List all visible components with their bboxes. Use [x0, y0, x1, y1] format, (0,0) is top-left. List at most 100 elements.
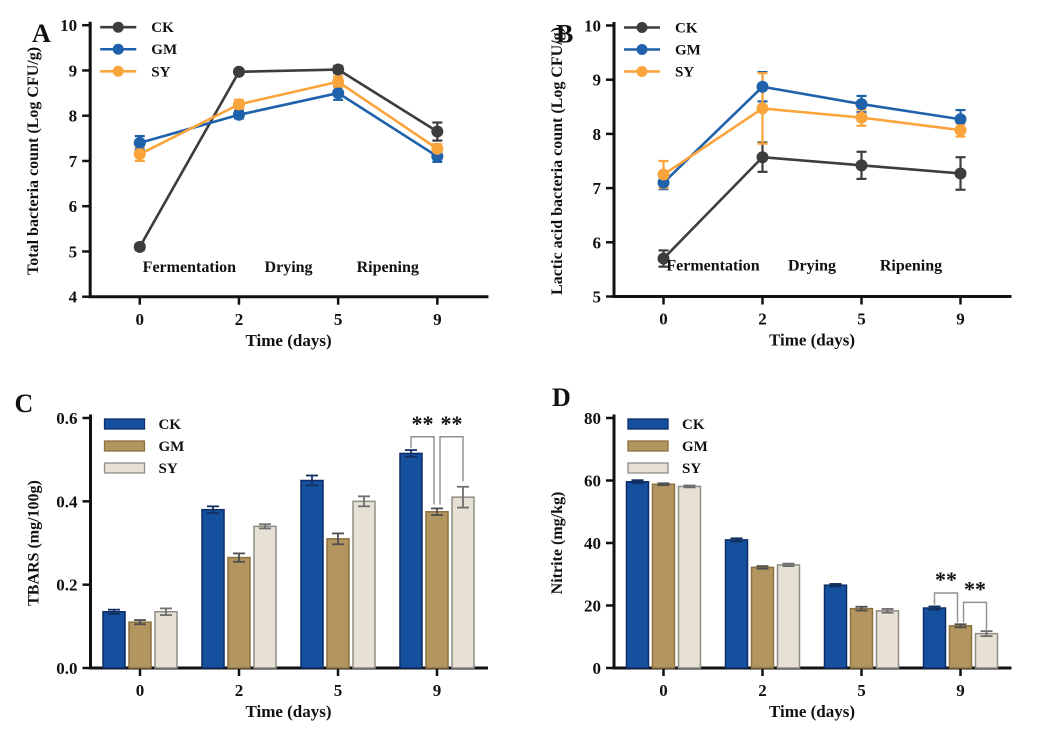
- legend-label: CK: [682, 417, 705, 433]
- bar: [128, 621, 152, 669]
- panel-letter: B: [556, 20, 573, 49]
- legend-swatch: [103, 440, 146, 452]
- bar: [849, 607, 874, 669]
- y-axis-ticks: 0 20 40 60 80: [584, 409, 614, 678]
- phase-annotation: Drying: [265, 259, 313, 276]
- chart-svg: D 0 20 40 60 80 0 2 5 9 Time (days) Nitrite (mg/kg)…: [549, 383, 1012, 721]
- legend-label: GM: [682, 439, 708, 455]
- bar: [948, 625, 973, 669]
- error-bars: [108, 449, 469, 626]
- x-axis-title: Time (days): [769, 331, 855, 350]
- axes: [88, 21, 489, 299]
- y-tick-label: 8: [69, 107, 78, 126]
- bar: [326, 538, 350, 669]
- x-tick-label: 9: [433, 310, 442, 329]
- y-axis-title: Total bacteria count (Log CFU/g): [25, 47, 42, 275]
- bar: [102, 611, 126, 669]
- series-line-sy: [662, 107, 961, 176]
- x-tick-label: 9: [956, 310, 965, 329]
- data-point: [954, 124, 967, 137]
- y-tick-label: 20: [584, 597, 601, 616]
- data-point: [855, 98, 868, 111]
- y-tick-label: 0.2: [56, 576, 77, 595]
- data-point: [133, 240, 146, 253]
- y-tick-label: 0.6: [56, 409, 77, 428]
- significance-bracket: [439, 436, 464, 505]
- legend-swatch: [627, 462, 669, 474]
- y-tick-label: 0.0: [56, 659, 77, 678]
- legend-label: GM: [675, 43, 701, 59]
- bar: [651, 483, 676, 669]
- y-tick-label: 4: [69, 288, 78, 307]
- data-point: [954, 167, 967, 180]
- significance-stars: **: [412, 411, 434, 436]
- bar: [253, 525, 277, 669]
- series-bars-gm: [651, 483, 973, 669]
- data-point: [756, 80, 769, 93]
- legend-label: SY: [159, 461, 178, 477]
- data-point: [332, 75, 345, 88]
- x-tick-label: 5: [334, 310, 343, 329]
- series-line-gm: [662, 85, 961, 184]
- phase-annotation: Drying: [788, 257, 836, 274]
- significance-bracket: [962, 601, 988, 630]
- x-axis-ticks: 0 2 5 9: [136, 296, 442, 329]
- data-point: [855, 159, 868, 172]
- data-point: [756, 151, 769, 164]
- series-markers-gm: [133, 87, 444, 163]
- legend-marker: [112, 65, 124, 77]
- series-markers-sy: [657, 102, 967, 181]
- x-tick-label: 0: [659, 681, 668, 700]
- bar: [227, 556, 251, 669]
- bar: [154, 611, 178, 669]
- y-tick-label: 9: [69, 61, 78, 80]
- panel-d-nitrite-bar-chart: D 0 20 40 60 80 0 2 5 9 Time (days) Nitrite (mg/kg)…: [524, 370, 1047, 739]
- y-tick-label: 6: [593, 233, 602, 252]
- y-axis-title: Nitrite (mg/kg): [549, 492, 566, 595]
- series-bars-sy: [154, 496, 475, 669]
- x-tick-label: 5: [334, 681, 343, 700]
- series-markers-gm: [657, 80, 967, 189]
- x-tick-label: 9: [956, 681, 965, 700]
- data-point: [332, 87, 345, 100]
- legend: CK GM SY: [627, 417, 708, 477]
- x-axis-ticks: 0 2 5 9: [659, 296, 965, 329]
- y-tick-label: 9: [593, 71, 602, 90]
- legend-marker: [112, 43, 124, 55]
- data-point: [332, 63, 345, 76]
- y-tick-label: 0.4: [56, 492, 78, 511]
- series-line-sy: [139, 80, 439, 156]
- x-tick-label: 2: [758, 310, 767, 329]
- data-point: [756, 102, 769, 115]
- phase-annotation: Ripening: [880, 257, 942, 274]
- legend-marker: [636, 66, 648, 77]
- data-point: [954, 113, 967, 126]
- legend-label: CK: [159, 417, 182, 433]
- data-point: [232, 108, 245, 121]
- significance-stars: **: [964, 576, 986, 601]
- x-tick-label: 5: [857, 681, 866, 700]
- bar: [922, 607, 947, 669]
- x-axis-title: Time (days): [245, 331, 331, 350]
- bar: [724, 539, 749, 669]
- data-point: [232, 65, 245, 78]
- bar: [399, 452, 423, 669]
- y-tick-label: 10: [60, 16, 77, 35]
- chart-svg: B 5 6 7 8 9 10 0 2 5 9 Time (days) Lactic acid bacte…: [549, 17, 1012, 350]
- data-point: [232, 98, 245, 111]
- y-tick-label: 5: [593, 288, 602, 307]
- x-axis-ticks: 0 2 5 9: [659, 668, 965, 700]
- series-markers-ck: [657, 151, 967, 265]
- bar: [875, 610, 900, 669]
- legend-label: CK: [151, 20, 174, 36]
- y-axis-ticks: 5 6 7 8 9 10: [584, 17, 614, 307]
- legend-marker: [112, 21, 124, 33]
- x-axis-title: Time (days): [769, 702, 855, 721]
- panel-b-lactic-acid-bacteria-line-chart: B 5 6 7 8 9 10 0 2 5 9 Time (days) Lactic acid bacte…: [524, 0, 1047, 370]
- series-bars-sy: [677, 485, 999, 669]
- data-point: [431, 142, 444, 155]
- bar: [425, 511, 449, 669]
- phase-annotation: Fermentation: [143, 259, 236, 276]
- legend-marker: [636, 44, 648, 55]
- legend-label: SY: [675, 65, 694, 81]
